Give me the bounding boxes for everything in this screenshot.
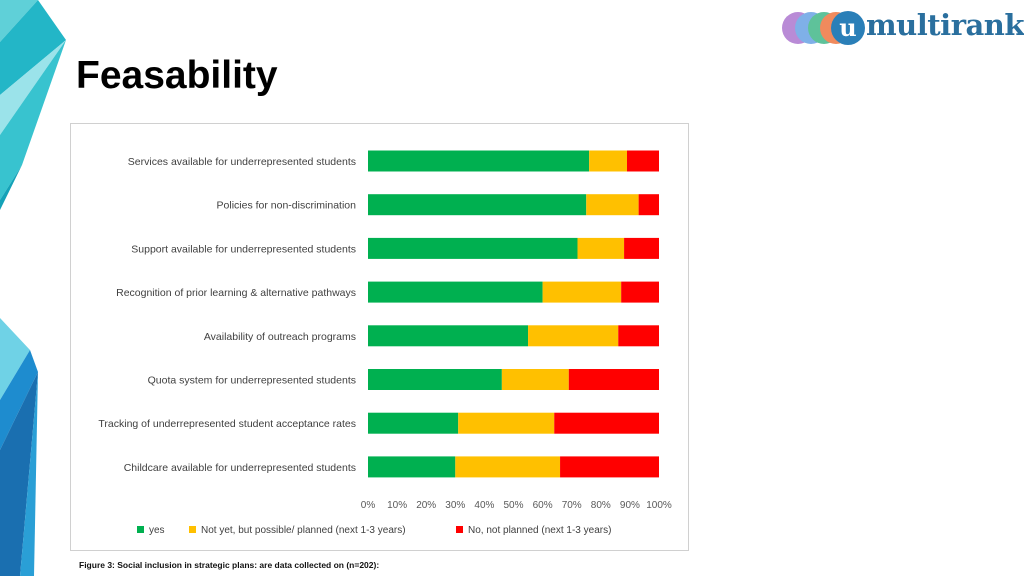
x-tick-label: 30% (445, 500, 465, 511)
category-label: Childcare available for underrepresented… (124, 462, 356, 474)
stacked-bar-chart: Services available for underrepresented … (98, 150, 672, 536)
category-label: Services available for underrepresented … (128, 156, 356, 168)
legend-swatch (189, 526, 196, 533)
legend-label: yes (149, 525, 165, 536)
bar-segment (554, 412, 659, 434)
bar-segment (589, 150, 627, 172)
bar-segment (568, 369, 659, 390)
bar-segment (626, 150, 659, 172)
chart-container: Services available for underrepresented … (70, 123, 689, 551)
legend-swatch (456, 526, 463, 533)
category-label: Policies for non-discrimination (217, 200, 357, 212)
legend-swatch (137, 526, 144, 533)
logo-letter: u (839, 13, 856, 42)
category-label: Recognition of prior learning & alternat… (116, 287, 356, 299)
bar-segment (368, 150, 590, 172)
logo-circle-5 (831, 11, 865, 45)
bar-segment (368, 369, 502, 390)
bar-segment (458, 412, 555, 434)
x-tick-label: 10% (387, 500, 407, 511)
bar-segment (368, 412, 459, 434)
category-label: Tracking of underrepresented student acc… (98, 418, 356, 430)
bar-segment (638, 194, 659, 216)
decorative-shapes (0, 0, 66, 576)
bar-segment (560, 456, 659, 478)
bar-segment (368, 281, 543, 303)
bar-segment (501, 369, 569, 390)
figure-caption: Figure 3: Social inclusion in strategic … (79, 560, 380, 570)
legend-label: Not yet, but possible/ planned (next 1-3… (201, 525, 406, 536)
bar-segment (368, 456, 456, 478)
category-label: Support available for underrepresented s… (131, 243, 356, 255)
bar-segment (542, 281, 622, 303)
x-tick-label: 50% (503, 500, 523, 511)
legend-label: No, not planned (next 1-3 years) (468, 525, 611, 536)
category-label: Quota system for underrepresented studen… (148, 375, 356, 387)
bar-segment (368, 194, 587, 216)
bar-segment (624, 237, 659, 259)
x-tick-label: 80% (591, 500, 611, 511)
x-tick-label: 0% (361, 500, 376, 511)
slide-title: Feasability (76, 54, 278, 97)
bar-segment (528, 325, 619, 347)
bar-segment (368, 325, 529, 347)
logo-text: multirank (866, 8, 1024, 42)
x-tick-label: 20% (416, 500, 436, 511)
x-tick-label: 90% (620, 500, 640, 511)
x-tick-label: 70% (562, 500, 582, 511)
x-tick-label: 100% (646, 500, 672, 511)
category-label: Availability of outreach programs (204, 331, 356, 343)
bar-segment (577, 237, 625, 259)
bar-segment (368, 237, 578, 259)
multirank-logo: u (782, 11, 865, 45)
bar-segment (618, 325, 659, 347)
bar-segment (455, 456, 561, 478)
bar-segment (586, 194, 639, 216)
x-tick-label: 60% (533, 500, 553, 511)
x-tick-label: 40% (474, 500, 494, 511)
bar-segment (621, 281, 659, 303)
